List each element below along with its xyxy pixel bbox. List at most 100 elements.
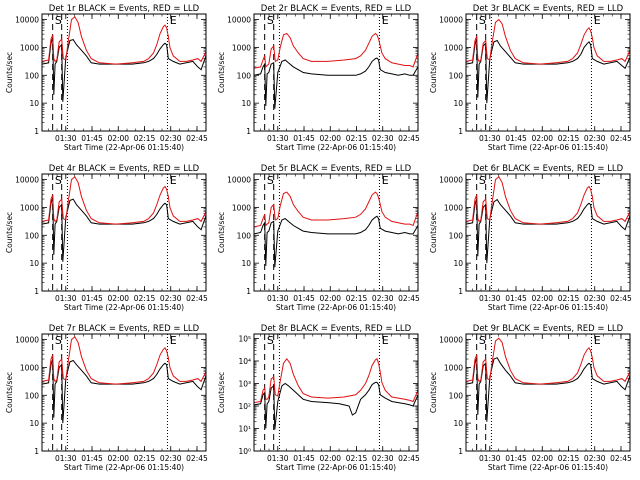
x-tick-label: 02:15: [346, 134, 368, 143]
y-tick-label: 100: [25, 391, 40, 400]
marker-label-e: E: [170, 334, 177, 347]
series-lld: [254, 32, 418, 69]
x-tick-label: 02:15: [134, 454, 156, 463]
x-tick-label: 02:45: [610, 294, 632, 303]
series-events: [42, 358, 206, 424]
series-lld: [254, 357, 418, 404]
y-tick-label: 1000: [232, 43, 251, 52]
x-tick-label: 02:00: [531, 294, 553, 303]
marker-label-s: S: [55, 14, 62, 27]
y-tick-label: 1: [246, 287, 251, 296]
marker-label-e: E: [594, 334, 601, 347]
y-tick-label: 1000: [20, 43, 39, 52]
x-axis-title: Start Time (22-Apr-06 01:15:40): [488, 303, 608, 312]
y-tick-label: 10000: [227, 176, 251, 185]
marker-label-s: S: [55, 174, 62, 187]
series-events: [466, 357, 630, 422]
y-tick-label: 10: [241, 259, 251, 268]
y-tick-label: 10: [29, 99, 39, 108]
chart-title: Det 8r BLACK = Events, RED = LLD: [261, 324, 412, 334]
plot-frame: [253, 173, 419, 292]
x-tick-label: 02:00: [319, 134, 341, 143]
chart-title: Det 6r BLACK = Events, RED = LLD: [473, 164, 624, 174]
chart-title: Det 5r BLACK = Events, RED = LLD: [261, 164, 412, 174]
x-tick-label: 01:45: [505, 134, 527, 143]
chart-panel-4: Det 4r BLACK = Events, RED = LLD Counts/s…: [5, 164, 208, 312]
x-tick-label: 02:45: [186, 454, 208, 463]
y-tick-label: 10000: [439, 176, 463, 185]
x-tick-label: 01:45: [81, 134, 103, 143]
y-axis-title: Counts/sec: [429, 212, 438, 253]
chart-panel-5: Det 5r BLACK = Events, RED = LLD Counts/s…: [217, 164, 420, 312]
y-tick-label: 10⁴: [238, 357, 251, 366]
y-tick-label: 100: [237, 231, 252, 240]
x-tick-label: 02:15: [558, 454, 580, 463]
x-tick-label: 02:45: [398, 454, 420, 463]
marker-label-s: S: [479, 334, 486, 347]
x-tick-label: 01:30: [479, 134, 501, 143]
series-events: [42, 37, 206, 102]
x-tick-label: 02:45: [186, 134, 208, 143]
x-tick-label: 01:30: [55, 134, 77, 143]
series-events: [42, 197, 206, 262]
x-tick-label: 01:45: [293, 134, 315, 143]
x-tick-label: 01:30: [267, 454, 289, 463]
y-axis-title: Counts/sec: [217, 212, 226, 253]
chart-panel-8: Det 8r BLACK = Events, RED = LLD Counts/s…: [217, 324, 420, 472]
marker-label-s: S: [267, 14, 274, 27]
y-tick-label: 100: [449, 391, 464, 400]
y-axis-title: Counts/sec: [5, 372, 14, 413]
x-tick-label: 02:45: [398, 294, 420, 303]
x-tick-label: 02:45: [398, 134, 420, 143]
x-tick-label: 02:45: [186, 294, 208, 303]
y-tick-label: 1: [458, 447, 463, 456]
x-tick-label: 01:45: [81, 454, 103, 463]
plot-frame: [41, 13, 207, 132]
y-axis-title: Counts/sec: [5, 52, 14, 93]
series-lld: [466, 176, 630, 225]
y-tick-label: 10¹: [238, 425, 251, 434]
x-tick-label: 02:30: [160, 294, 182, 303]
y-tick-label: 1000: [444, 203, 463, 212]
x-tick-label: 02:00: [107, 454, 129, 463]
x-tick-label: 02:15: [134, 294, 156, 303]
y-tick-label: 100: [449, 231, 464, 240]
y-tick-label: 10: [29, 419, 39, 428]
x-tick-label: 01:45: [293, 294, 315, 303]
x-tick-label: 01:30: [267, 294, 289, 303]
y-tick-label: 10: [241, 99, 251, 108]
marker-label-e: E: [382, 14, 389, 27]
x-tick-label: 02:30: [584, 134, 606, 143]
x-tick-label: 02:30: [584, 454, 606, 463]
chart-panel-6: Det 6r BLACK = Events, RED = LLD Counts/s…: [429, 164, 632, 312]
x-tick-label: 02:00: [531, 454, 553, 463]
x-tick-label: 02:00: [107, 134, 129, 143]
y-axis-title: Counts/sec: [217, 372, 226, 413]
x-tick-label: 02:15: [558, 294, 580, 303]
series-lld: [42, 336, 206, 385]
x-tick-label: 02:30: [160, 454, 182, 463]
y-tick-label: 10000: [15, 16, 39, 25]
plot-frame: [465, 13, 631, 132]
series-events: [254, 215, 418, 268]
x-axis-title: Start Time (22-Apr-06 01:15:40): [64, 463, 184, 472]
series-lld: [42, 176, 206, 225]
marker-label-s: S: [267, 334, 274, 347]
x-tick-label: 02:15: [558, 134, 580, 143]
plot-frame: [253, 333, 419, 452]
y-tick-label: 10: [453, 259, 463, 268]
x-tick-label: 02:15: [134, 134, 156, 143]
x-axis-title: Start Time (22-Apr-06 01:15:40): [488, 463, 608, 472]
chart-title: Det 4r BLACK = Events, RED = LLD: [49, 164, 200, 174]
y-tick-label: 10²: [238, 402, 251, 411]
plot-frame: [465, 333, 631, 452]
x-tick-label: 02:30: [372, 134, 394, 143]
x-axis-title: Start Time (22-Apr-06 01:15:40): [64, 303, 184, 312]
plot-frame: [41, 173, 207, 292]
marker-label-e: E: [594, 14, 601, 27]
chart-title: Det 7r BLACK = Events, RED = LLD: [49, 324, 200, 334]
x-axis-title: Start Time (22-Apr-06 01:15:40): [64, 143, 184, 152]
marker-label-e: E: [170, 14, 177, 27]
plot-frame: [41, 333, 207, 452]
